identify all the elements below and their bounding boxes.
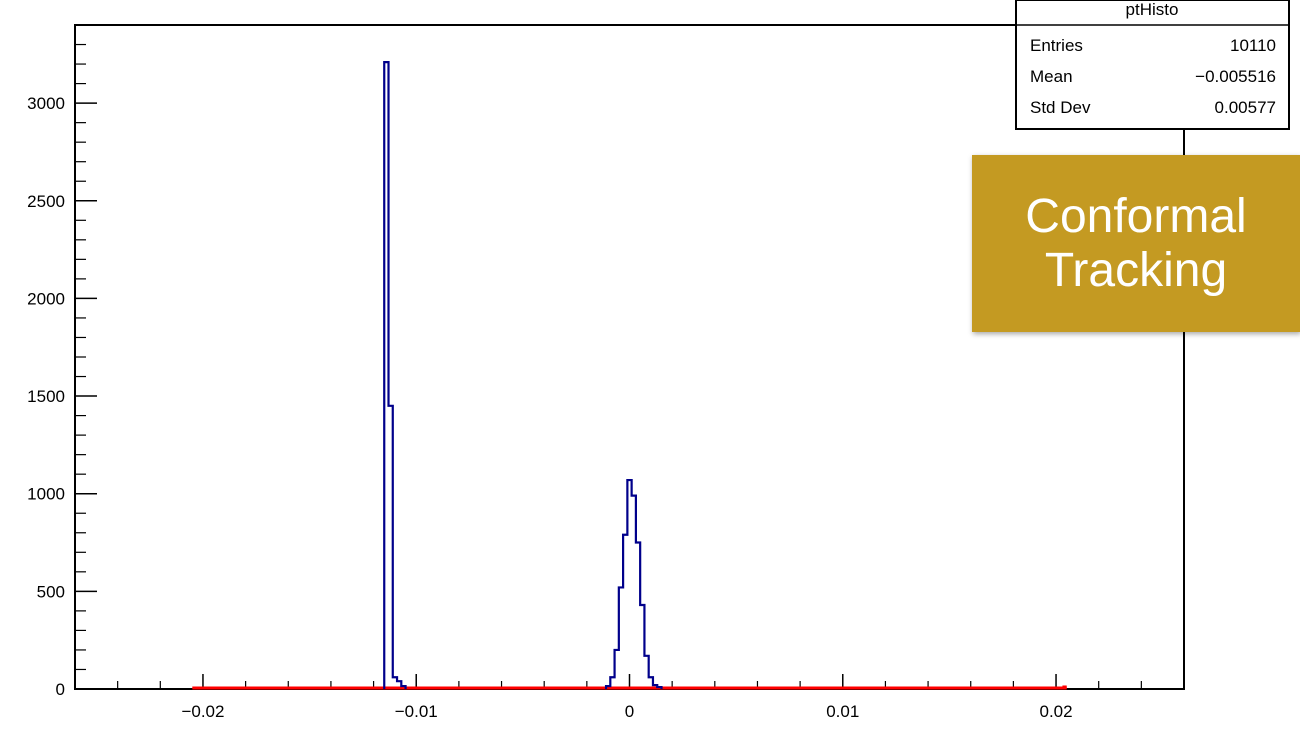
- stats-stddev-label: Std Dev: [1030, 98, 1091, 117]
- plot-frame: [74, 24, 1185, 690]
- histogram-series: [192, 61, 1067, 690]
- axis-ticks: −0.02 −0.01 0 0.01 0.02 0 500 1000 1500 2000 2500 3…: [27, 24, 1185, 721]
- overlay-line-1: Conformal: [1025, 189, 1247, 243]
- stats-mean-label: Mean: [1030, 67, 1073, 86]
- stats-box-frame: [1015, 0, 1290, 130]
- y-tick-label: 2500: [27, 192, 65, 211]
- conformal-tracking-label: Conformal Tracking: [972, 155, 1300, 332]
- stats-entries-value: 10110: [1230, 36, 1276, 55]
- y-tick-label: 2000: [27, 289, 65, 308]
- stats-box: ptHisto Entries 10110 Mean −0.005516 Std…: [1015, 0, 1290, 130]
- y-tick-label: 500: [37, 582, 65, 601]
- x-tick-label: 0: [625, 702, 634, 721]
- stats-mean-value: −0.005516: [1195, 67, 1276, 86]
- y-tick-label: 1000: [27, 485, 65, 504]
- overlay-line-2: Tracking: [1044, 243, 1228, 297]
- y-tick-label: 0: [56, 680, 65, 699]
- x-tick-label: −0.02: [181, 702, 224, 721]
- x-tick-label: 0.02: [1039, 702, 1072, 721]
- y-tick-label: 1500: [27, 387, 65, 406]
- x-tick-label: 0.01: [826, 702, 859, 721]
- stats-entries-label: Entries: [1030, 36, 1083, 55]
- x-tick-label: −0.01: [395, 702, 438, 721]
- red-histogram-bin: [1062, 685, 1067, 689]
- stats-stddev-value: 0.00577: [1215, 98, 1276, 117]
- y-tick-label: 3000: [27, 94, 65, 113]
- blue-histogram-outline: [383, 61, 663, 689]
- stats-box-title: ptHisto: [1126, 0, 1179, 19]
